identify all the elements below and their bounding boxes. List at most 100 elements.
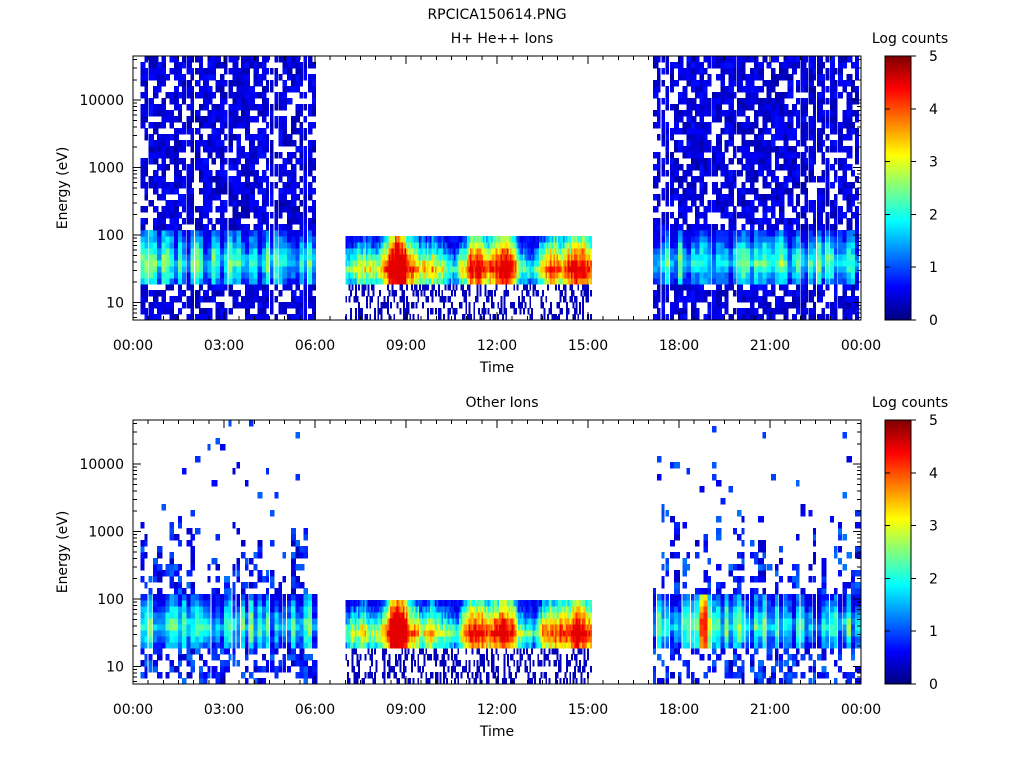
heatmap-cell bbox=[438, 242, 440, 249]
heatmap-cell bbox=[492, 272, 495, 279]
heatmap-cell bbox=[299, 152, 303, 159]
heatmap-cell bbox=[762, 242, 768, 249]
heatmap-cell bbox=[842, 302, 847, 309]
heatmap-cell bbox=[546, 284, 549, 291]
heatmap-cell bbox=[307, 140, 313, 147]
heatmap-cell bbox=[203, 92, 209, 99]
heatmap-cell bbox=[724, 92, 729, 99]
heatmap-cell bbox=[686, 254, 693, 261]
heatmap-cell bbox=[842, 296, 847, 303]
heatmap-cell bbox=[817, 140, 823, 147]
heatmap-cell bbox=[232, 224, 239, 231]
heatmap-cell bbox=[199, 242, 204, 249]
heatmap-cell bbox=[834, 290, 838, 297]
heatmap-cell bbox=[754, 92, 759, 99]
heatmap-cell bbox=[417, 254, 420, 261]
heatmap-cell bbox=[219, 254, 225, 261]
heatmap-cell bbox=[152, 260, 159, 267]
heatmap-cell bbox=[758, 146, 764, 153]
heatmap-cell bbox=[825, 302, 830, 309]
heatmap-cell bbox=[500, 278, 503, 285]
heatmap-cell bbox=[720, 128, 726, 135]
heatmap-cell bbox=[307, 236, 313, 243]
heatmap-cell bbox=[299, 242, 303, 249]
heatmap-cell bbox=[291, 296, 297, 303]
heatmap-cell bbox=[542, 266, 544, 273]
heatmap-cell bbox=[473, 278, 476, 285]
heatmap-cell bbox=[506, 248, 509, 255]
heatmap-cell bbox=[165, 248, 170, 255]
heatmap-cell bbox=[140, 576, 145, 583]
heatmap-cell bbox=[219, 290, 225, 297]
heatmap-cell bbox=[724, 302, 729, 309]
heatmap-cell bbox=[695, 68, 700, 75]
heatmap-cell bbox=[554, 254, 557, 261]
heatmap-cell bbox=[433, 260, 436, 267]
heatmap-cell bbox=[390, 260, 392, 267]
heatmap-cell bbox=[236, 176, 241, 183]
heatmap-cell bbox=[758, 74, 764, 81]
heatmap-cell bbox=[770, 170, 776, 177]
heatmap-cell bbox=[686, 248, 693, 255]
heatmap-cell bbox=[707, 110, 712, 117]
heatmap-cell bbox=[728, 86, 735, 93]
heatmap-cell bbox=[270, 194, 274, 201]
heatmap-cell bbox=[542, 272, 544, 279]
heatmap-cell bbox=[173, 212, 179, 219]
heatmap-cell bbox=[215, 182, 222, 189]
heatmap-cell bbox=[380, 242, 383, 249]
heatmap-cell bbox=[497, 248, 500, 255]
heatmap-cell bbox=[779, 110, 785, 117]
heatmap-cell bbox=[821, 314, 825, 320]
heatmap-cell bbox=[418, 236, 421, 243]
heatmap-cell bbox=[452, 254, 455, 261]
heatmap-cell bbox=[546, 266, 549, 273]
heatmap-cell bbox=[468, 248, 471, 255]
heatmap-cell bbox=[253, 62, 260, 69]
heatmap-cell bbox=[720, 254, 726, 261]
heatmap-cell bbox=[829, 242, 836, 249]
heatmap-cell bbox=[215, 308, 222, 315]
heatmap-cell bbox=[366, 254, 368, 261]
heatmap-cell bbox=[415, 236, 418, 243]
heatmap-cell bbox=[653, 314, 659, 320]
heatmap-cell bbox=[711, 62, 718, 69]
heatmap-cell bbox=[266, 140, 270, 147]
heatmap-cell bbox=[232, 230, 239, 237]
heatmap-cell bbox=[178, 660, 182, 667]
heatmap-cell bbox=[564, 272, 567, 279]
heatmap-cell bbox=[674, 224, 679, 231]
heatmap-cell bbox=[476, 236, 479, 243]
heatmap-cell bbox=[707, 74, 712, 81]
heatmap-cell bbox=[502, 248, 504, 255]
heatmap-cell bbox=[312, 224, 317, 231]
heatmap-cell bbox=[741, 194, 746, 201]
heatmap-cell bbox=[178, 642, 182, 649]
heatmap-cell bbox=[741, 224, 746, 231]
heatmap-cell bbox=[148, 624, 153, 631]
heatmap-cell bbox=[450, 260, 453, 267]
heatmap-cell bbox=[396, 248, 399, 255]
heatmap-cell bbox=[498, 272, 501, 279]
heatmap-cell bbox=[152, 176, 159, 183]
heatmap-cell bbox=[538, 260, 541, 267]
heatmap-cell bbox=[703, 80, 708, 87]
heatmap-cell bbox=[393, 242, 396, 249]
heatmap-cell bbox=[690, 194, 697, 201]
heatmap-cell bbox=[190, 158, 194, 165]
heatmap-cell bbox=[678, 128, 684, 135]
heatmap-cell bbox=[370, 254, 373, 261]
heatmap-cell bbox=[749, 266, 755, 273]
heatmap-cell bbox=[686, 152, 693, 159]
heatmap-cell bbox=[479, 260, 482, 267]
heatmap-cell bbox=[766, 110, 772, 117]
heatmap-cell bbox=[537, 260, 540, 267]
heatmap-cell bbox=[169, 284, 175, 291]
heatmap-cell bbox=[665, 212, 669, 219]
heatmap-cell bbox=[457, 242, 460, 249]
heatmap-cell bbox=[140, 230, 146, 237]
heatmap-cell bbox=[148, 302, 154, 309]
heatmap-cell bbox=[173, 236, 179, 243]
heatmap-cell bbox=[278, 212, 283, 219]
heatmap-cell bbox=[173, 104, 179, 111]
